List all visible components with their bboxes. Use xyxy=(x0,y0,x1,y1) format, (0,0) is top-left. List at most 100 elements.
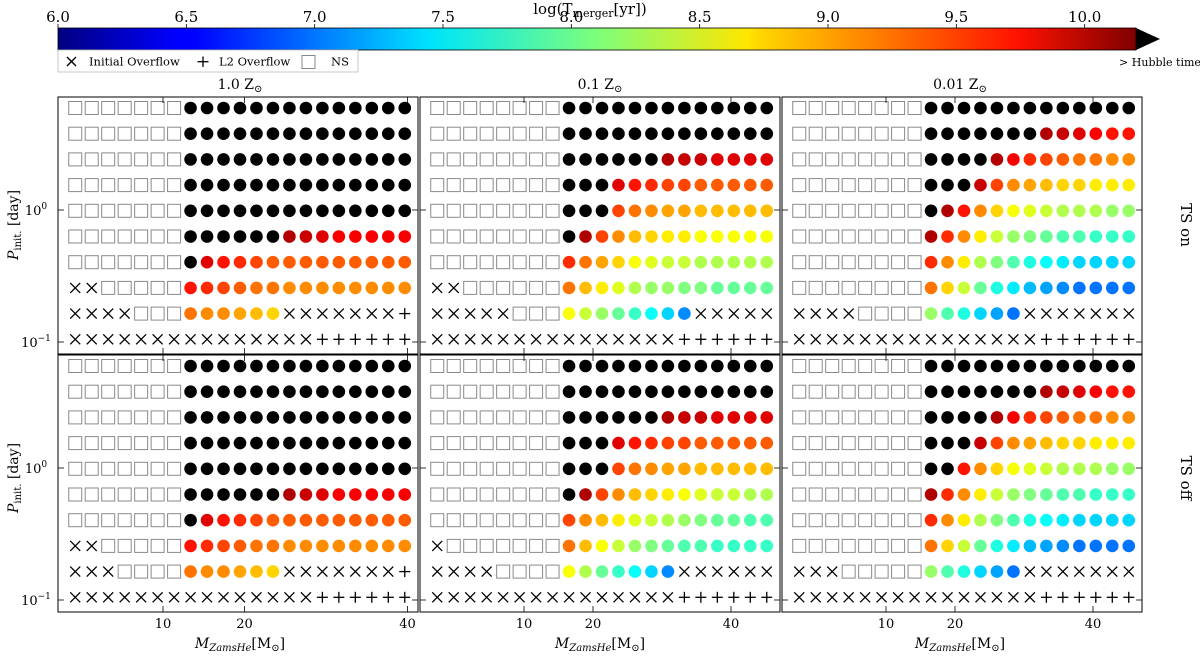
merger-point xyxy=(990,153,1004,166)
l2-overflow-marker xyxy=(678,591,690,603)
merger-point xyxy=(727,436,741,450)
ns-marker xyxy=(68,255,83,270)
merger-point xyxy=(694,255,708,269)
merger-point-hubble xyxy=(217,436,230,450)
ns-marker xyxy=(463,359,478,373)
merger-point xyxy=(332,255,346,269)
legend-frame xyxy=(57,49,359,73)
merger-point xyxy=(579,488,592,501)
overflow-marker xyxy=(349,566,361,578)
merger-point-hubble xyxy=(365,385,379,399)
ns-marker xyxy=(101,410,116,425)
merger-point-hubble xyxy=(332,436,346,450)
merger-point-hubble xyxy=(924,178,938,192)
ns-marker xyxy=(529,255,544,270)
ns-marker xyxy=(792,461,807,476)
overflow-marker xyxy=(1073,308,1085,320)
y-tick-label: 10−1 xyxy=(21,334,51,351)
merger-point-hubble xyxy=(1073,101,1086,115)
l2-overflow-marker xyxy=(1040,591,1052,603)
merger-point xyxy=(579,539,592,553)
merger-point xyxy=(924,230,938,243)
merger-point-hubble xyxy=(694,101,708,115)
x-tick-label: 20 xyxy=(585,617,602,632)
merger-point xyxy=(1122,385,1136,399)
merger-point xyxy=(711,436,724,450)
merger-point xyxy=(1089,488,1103,501)
ns-marker xyxy=(479,461,494,476)
merger-point xyxy=(743,230,757,243)
merger-point xyxy=(924,513,938,527)
merger-point xyxy=(217,255,230,269)
ns-marker xyxy=(529,461,544,476)
ns-marker xyxy=(825,229,840,244)
merger-point xyxy=(1073,488,1086,501)
ns-marker xyxy=(907,436,922,451)
overflow-marker xyxy=(530,333,542,345)
merger-point xyxy=(924,565,938,578)
merger-point-hubble xyxy=(381,462,395,476)
merger-point-hubble xyxy=(365,204,379,218)
ns-marker xyxy=(430,203,445,218)
merger-point-hubble xyxy=(233,153,247,166)
merger-point-hubble xyxy=(562,488,576,501)
merger-point-hubble xyxy=(233,436,247,450)
ns-marker xyxy=(68,384,83,399)
ns-marker xyxy=(529,384,544,399)
merger-point-hubble xyxy=(365,411,379,424)
merger-point xyxy=(381,488,395,501)
ns-marker xyxy=(529,203,544,218)
merger-point xyxy=(760,488,774,501)
merger-point xyxy=(349,488,362,501)
overflow-marker xyxy=(464,591,476,603)
merger-point-hubble xyxy=(711,101,724,115)
ns-marker xyxy=(496,101,511,115)
merger-point xyxy=(595,565,609,578)
merger-point xyxy=(694,281,708,295)
merger-point-hubble xyxy=(316,436,329,450)
y-tick-label: 100 xyxy=(25,202,48,219)
merger-point-hubble xyxy=(1007,127,1020,140)
merger-point-hubble xyxy=(398,101,412,115)
colorbar-tick-label: 7.0 xyxy=(303,8,327,26)
merger-point-hubble xyxy=(316,411,329,424)
merger-point xyxy=(562,513,576,527)
merger-point xyxy=(332,488,346,501)
overflow-marker xyxy=(859,591,871,603)
overflow-marker xyxy=(481,591,493,603)
merger-point xyxy=(628,565,642,578)
x-tick-label: 10 xyxy=(155,617,172,632)
ns-marker xyxy=(167,229,182,244)
legend-l2-overflow: L2 Overflow xyxy=(219,55,290,69)
merger-point xyxy=(727,281,741,295)
merger-point-hubble xyxy=(349,204,362,218)
ns-marker xyxy=(167,101,182,115)
ns-marker xyxy=(496,384,511,399)
ns-marker xyxy=(496,487,511,502)
ns-marker xyxy=(134,306,149,321)
merger-point-hubble xyxy=(200,153,214,166)
overflow-marker xyxy=(810,591,822,603)
merger-point-hubble xyxy=(694,127,708,140)
colorbar-tick-label: 10.0 xyxy=(1068,8,1101,26)
merger-point xyxy=(1105,230,1119,243)
ns-marker xyxy=(858,538,873,553)
ns-marker xyxy=(101,487,116,502)
overflow-marker xyxy=(810,308,822,320)
merger-point-hubble xyxy=(579,178,592,192)
ns-marker xyxy=(150,359,165,373)
merger-point xyxy=(1056,178,1070,192)
merger-point xyxy=(661,462,675,476)
merger-point-hubble xyxy=(595,385,609,399)
ns-marker xyxy=(792,280,807,295)
ns-marker xyxy=(858,410,873,425)
merger-point-hubble xyxy=(266,204,280,218)
merger-point-hubble xyxy=(990,359,1004,373)
ns-marker xyxy=(512,178,527,193)
overflow-marker xyxy=(596,591,608,603)
merger-point xyxy=(595,488,609,501)
colorbar-tick-label: 7.5 xyxy=(431,8,455,26)
merger-point-hubble xyxy=(316,153,329,166)
merger-point xyxy=(184,307,197,320)
merger-point-hubble xyxy=(398,436,412,450)
